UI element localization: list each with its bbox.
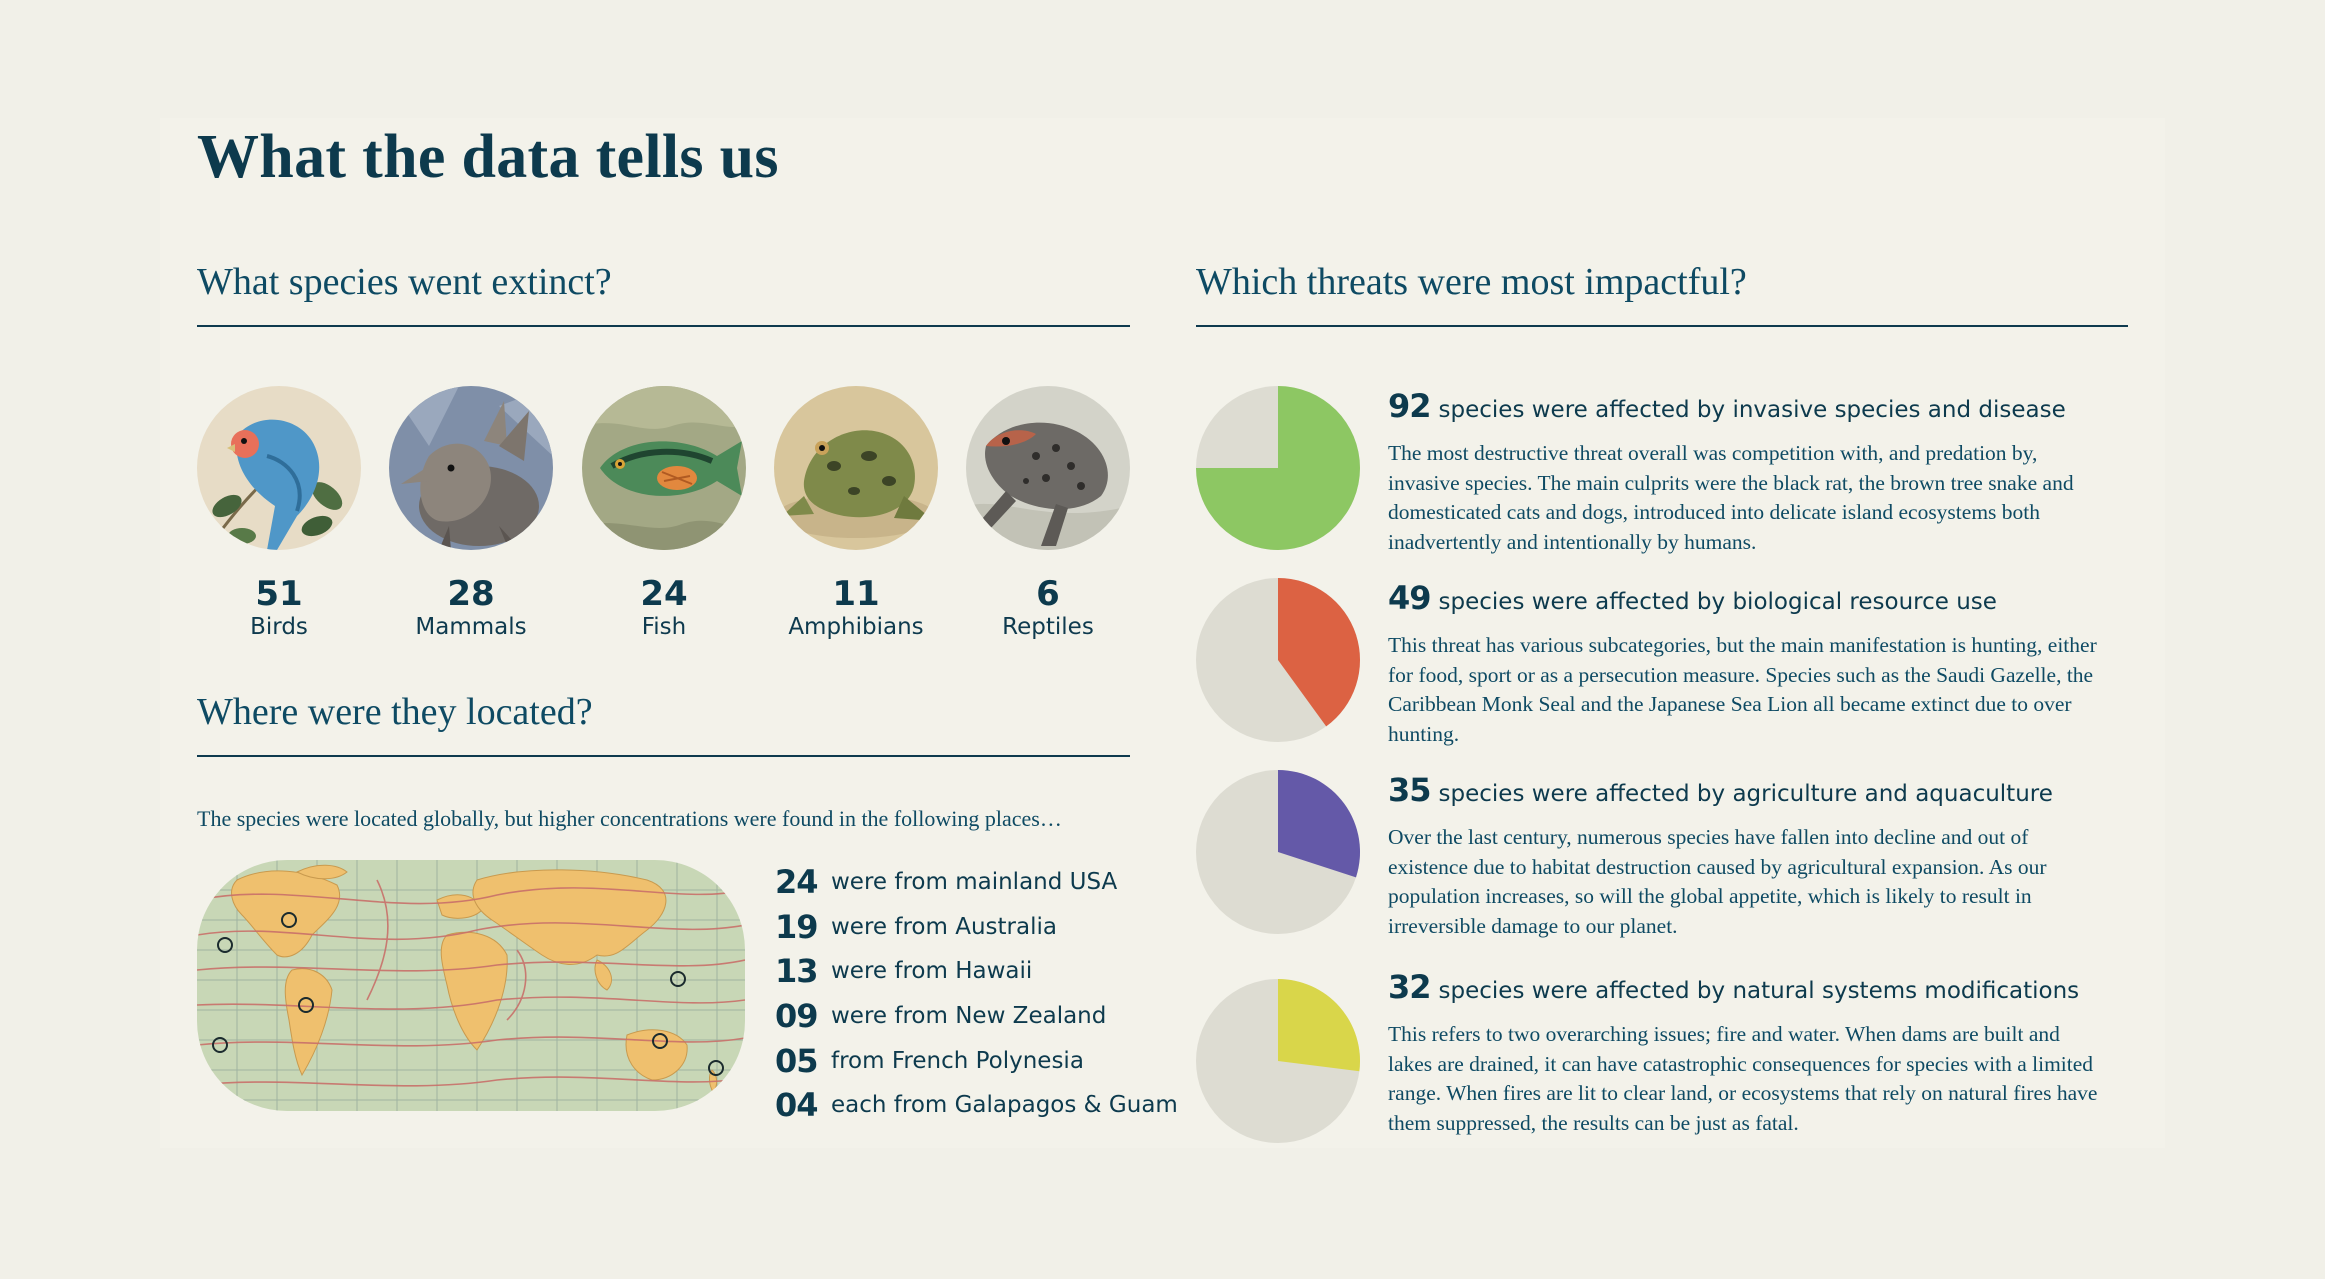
page-title: What the data tells us xyxy=(197,123,779,191)
lizard-illustration xyxy=(966,386,1130,550)
species-birds: 51 Birds xyxy=(197,386,361,642)
species-amphibians: 11 Amphibians xyxy=(774,386,938,642)
location-divider xyxy=(197,755,1130,757)
threat-title: species were affected by natural systems… xyxy=(1438,978,2080,1004)
species-label: Amphibians xyxy=(788,614,924,640)
location-text: were from Australia xyxy=(831,913,1057,940)
threat-description: The most destructive threat overall was … xyxy=(1388,441,2074,554)
species-count: 51 xyxy=(255,574,303,614)
species-label: Fish xyxy=(641,614,687,640)
location-count: 05 xyxy=(775,1041,819,1080)
species-reptiles: 6 Reptiles xyxy=(966,386,1130,642)
threat-title: species were affected by agriculture and… xyxy=(1438,781,2053,807)
threat-pie xyxy=(1196,386,1360,550)
location-intro: The species were located globally, but h… xyxy=(197,806,1062,831)
threats-divider xyxy=(1196,325,2128,327)
location-item: 19 were from Australia xyxy=(775,905,1178,950)
threat-description: Over the last century, numerous species … xyxy=(1388,825,2047,938)
fish-illustration xyxy=(582,386,746,550)
location-text: were from mainland USA xyxy=(831,869,1118,896)
threat-pie xyxy=(1196,770,1360,934)
threat-count: 32 xyxy=(1388,968,1432,1006)
threat-title: species were affected by biological reso… xyxy=(1438,589,1997,615)
location-item: 09 were from New Zealand xyxy=(775,994,1178,1039)
species-label: Reptiles xyxy=(1002,614,1094,640)
pie-slice xyxy=(1278,770,1360,878)
location-count: 24 xyxy=(775,863,819,902)
threat-title: species were affected by invasive specie… xyxy=(1438,397,2066,423)
location-count: 09 xyxy=(775,997,819,1036)
threat-count: 49 xyxy=(1388,579,1432,617)
bird-illustration xyxy=(197,386,361,550)
species-divider xyxy=(197,325,1130,327)
location-count: 13 xyxy=(775,952,819,991)
species-count: 6 xyxy=(1036,574,1060,614)
location-count: 19 xyxy=(775,907,819,946)
location-item: 13 were from Hawaii xyxy=(775,949,1178,994)
mammal-illustration xyxy=(389,386,553,550)
threat-count: 35 xyxy=(1388,771,1432,809)
threat-pie xyxy=(1196,979,1360,1143)
location-count: 04 xyxy=(775,1086,819,1125)
location-section-title: Where were they located? xyxy=(197,691,593,733)
threats-section-title: Which threats were most impactful? xyxy=(1196,261,1747,303)
world-map xyxy=(197,860,745,1111)
location-text: each from Galapagos & Guam xyxy=(831,1092,1178,1119)
pie-slice xyxy=(1278,578,1360,727)
location-text: were from Hawaii xyxy=(831,958,1033,985)
species-count: 11 xyxy=(832,574,880,614)
species-fish: 24 Fish xyxy=(582,386,746,642)
location-item: 24 were from mainland USA xyxy=(775,860,1178,905)
location-text: from French Polynesia xyxy=(831,1047,1084,1074)
location-list: 24 were from mainland USA 19 were from A… xyxy=(775,860,1178,1128)
frog-illustration xyxy=(774,386,938,550)
threat-description: This refers to two overarching issues; f… xyxy=(1388,1022,2098,1135)
species-mammals: 28 Mammals xyxy=(389,386,553,642)
species-section-title: What species went extinct? xyxy=(197,261,612,303)
pie-slice xyxy=(1196,386,1360,550)
threat-description: This threat has various subcategories, b… xyxy=(1388,633,2097,746)
threat-count: 92 xyxy=(1388,387,1432,425)
threat-pie xyxy=(1196,578,1360,742)
species-label: Mammals xyxy=(415,614,527,640)
location-item: 05 from French Polynesia xyxy=(775,1038,1178,1083)
pie-slice xyxy=(1278,979,1360,1072)
species-label: Birds xyxy=(250,614,308,640)
location-item: 04 each from Galapagos & Guam xyxy=(775,1083,1178,1128)
species-count: 24 xyxy=(640,574,688,614)
species-count: 28 xyxy=(447,574,495,614)
location-text: were from New Zealand xyxy=(831,1003,1107,1030)
